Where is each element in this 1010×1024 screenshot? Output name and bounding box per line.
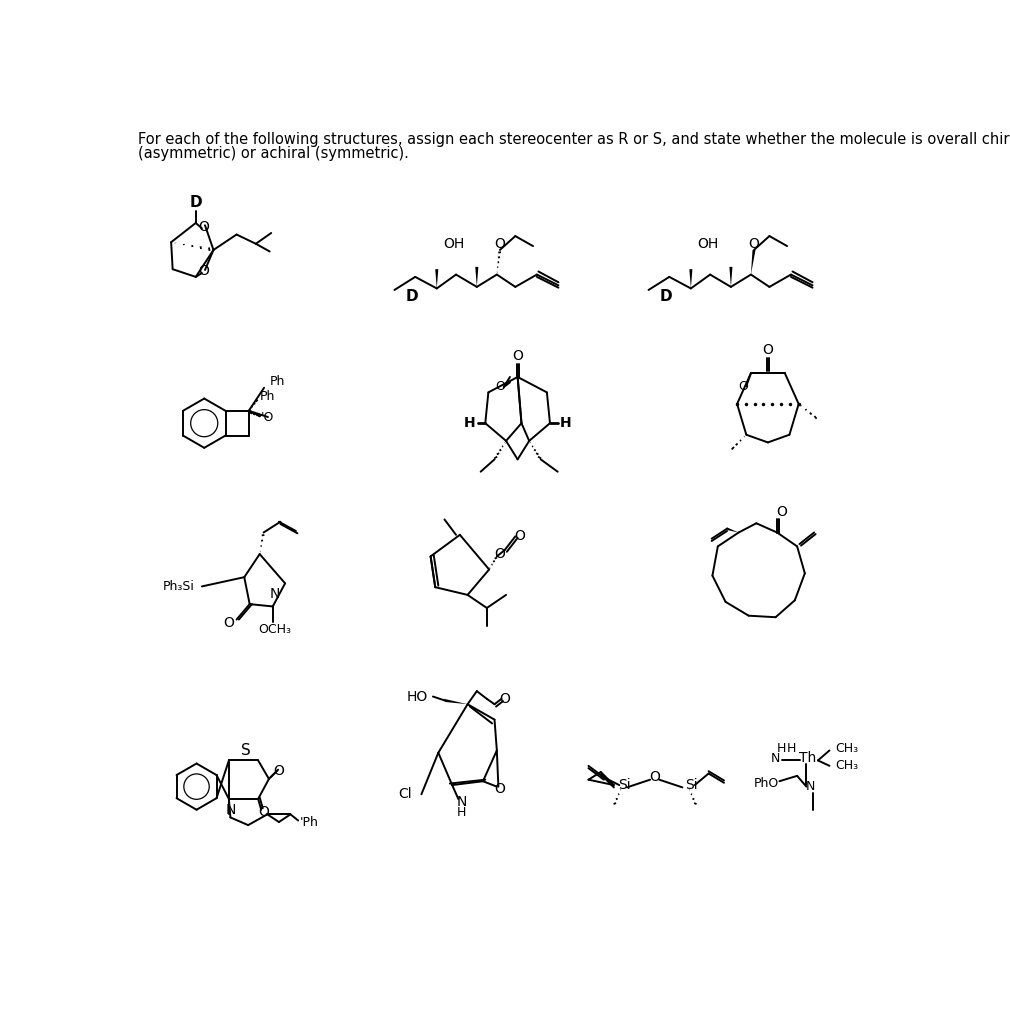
Text: (asymmetric) or achiral (symmetric).: (asymmetric) or achiral (symmetric). — [138, 146, 409, 161]
Text: Th: Th — [799, 752, 816, 765]
Text: HO: HO — [406, 689, 427, 703]
Text: Si: Si — [618, 778, 630, 793]
Text: N: N — [771, 752, 781, 765]
Text: D: D — [406, 289, 418, 304]
Text: Ph₃Si: Ph₃Si — [163, 580, 194, 593]
Text: 'Ph: 'Ph — [300, 815, 318, 828]
Text: D: D — [661, 289, 673, 304]
Text: O: O — [777, 505, 787, 519]
Text: H: H — [777, 741, 787, 755]
Text: O: O — [259, 805, 269, 819]
Text: O: O — [649, 770, 661, 784]
Polygon shape — [750, 250, 755, 274]
Text: O: O — [495, 237, 505, 251]
Text: OH: OH — [443, 237, 465, 251]
Text: CH₃: CH₃ — [835, 760, 858, 772]
Text: Ph: Ph — [271, 375, 286, 388]
Text: O: O — [512, 349, 523, 364]
Text: Si: Si — [686, 778, 698, 793]
Text: N: N — [225, 803, 235, 817]
Polygon shape — [435, 269, 438, 289]
Text: H: H — [457, 806, 466, 818]
Text: H: H — [464, 416, 476, 430]
Text: O: O — [198, 264, 209, 279]
Polygon shape — [729, 267, 732, 287]
Text: O: O — [495, 547, 505, 561]
Text: H: H — [560, 416, 572, 430]
Text: OCH₃: OCH₃ — [259, 623, 292, 636]
Text: Ph: Ph — [260, 390, 275, 403]
Text: O: O — [748, 237, 760, 251]
Text: CH₃: CH₃ — [835, 741, 858, 755]
Text: N: N — [457, 795, 467, 809]
Text: For each of the following structures, assign each stereocenter as R or S, and st: For each of the following structures, as… — [138, 132, 1010, 147]
Text: O: O — [495, 782, 505, 796]
Text: OH: OH — [697, 237, 718, 251]
Text: N: N — [806, 780, 815, 794]
Text: O: O — [738, 380, 748, 393]
Text: O: O — [763, 343, 774, 357]
Text: O: O — [198, 220, 209, 233]
Polygon shape — [690, 269, 693, 289]
Text: O: O — [223, 616, 234, 631]
Text: S: S — [241, 743, 250, 758]
Text: O: O — [499, 692, 510, 706]
Text: O: O — [274, 764, 285, 778]
Text: PhO: PhO — [754, 777, 780, 791]
Polygon shape — [444, 698, 468, 705]
Polygon shape — [476, 267, 479, 287]
Text: O: O — [496, 381, 506, 393]
Polygon shape — [726, 527, 738, 532]
Text: Cl: Cl — [399, 787, 412, 802]
Text: O: O — [514, 529, 525, 544]
Text: D: D — [190, 195, 202, 210]
Text: 'O: 'O — [261, 411, 275, 424]
Text: N: N — [270, 587, 280, 601]
Text: H: H — [787, 741, 796, 755]
